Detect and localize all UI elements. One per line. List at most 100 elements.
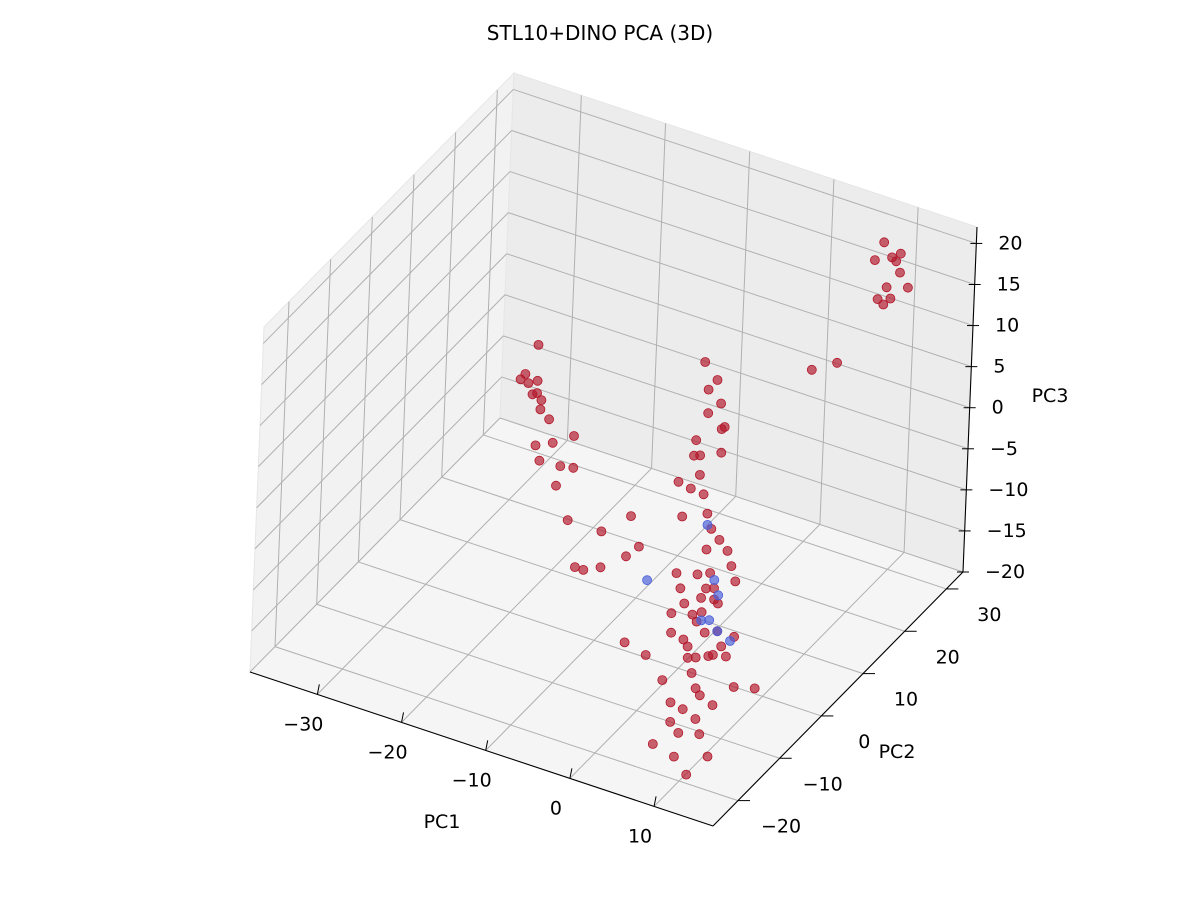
data-point-red: [696, 607, 707, 618]
grid-line-y: [274, 646, 739, 802]
chart-title: STL10+DINO PCA (3D): [486, 21, 714, 45]
x-tick-label: −20: [367, 741, 407, 763]
data-point-red: [547, 437, 558, 448]
grid-line-z: [508, 212, 972, 368]
data-point-red: [634, 541, 644, 552]
data-point-red: [870, 255, 880, 266]
data-point-red: [895, 248, 906, 259]
data-points: [515, 237, 913, 780]
data-point-red: [532, 388, 542, 399]
grid-line-z: [504, 294, 969, 450]
data-point-blue: [709, 575, 720, 585]
data-point-blue: [696, 615, 707, 626]
data-point-red: [695, 469, 705, 480]
data-point-red: [702, 751, 713, 762]
y-tick-label: 30: [977, 604, 1001, 626]
data-point-red: [535, 404, 546, 415]
y-tick-label: 0: [858, 731, 870, 753]
data-point-red: [568, 462, 579, 473]
z-tick-label: −5: [990, 438, 1018, 460]
grid-line-z: [252, 335, 504, 591]
data-point-red: [728, 682, 739, 692]
data-point-red: [749, 683, 760, 694]
z-tick-label: 20: [998, 232, 1022, 254]
data-point-red: [716, 447, 727, 458]
grid-line-y: [399, 519, 864, 675]
grid-lines: [249, 88, 977, 807]
data-point-red: [675, 583, 686, 594]
data-point-red: [666, 608, 677, 619]
data-point-red: [681, 769, 692, 780]
grid-line-z: [506, 253, 970, 409]
z-tick-label: 0: [992, 397, 1004, 419]
data-point-red: [677, 511, 688, 522]
z-axis-label: PC3: [1032, 385, 1069, 407]
data-point-red: [665, 717, 676, 727]
grid-line-y: [483, 434, 947, 590]
axis-panes: [249, 71, 978, 827]
grid-line-z: [249, 417, 501, 673]
data-point-red: [716, 424, 727, 435]
x-tick-mark: [485, 740, 489, 751]
data-point-red: [578, 565, 589, 575]
data-point-red: [523, 378, 534, 389]
data-point-red: [712, 375, 723, 385]
grid-line-z: [251, 376, 503, 632]
data-point-red: [621, 551, 631, 562]
data-point-blue: [712, 626, 723, 637]
z-tick-label: 10: [995, 315, 1019, 337]
data-point-red: [619, 637, 630, 648]
data-point-red: [695, 450, 705, 461]
x-tick-label: 10: [628, 825, 652, 847]
data-point-red: [716, 641, 727, 652]
data-point-red: [647, 739, 658, 749]
data-point-red: [879, 237, 890, 248]
x-axis-label: PC1: [424, 811, 461, 833]
data-point-red: [562, 515, 573, 526]
grid-line-z: [499, 417, 964, 573]
grid-line-z: [254, 294, 506, 550]
data-point-red: [669, 751, 679, 762]
data-point-red: [690, 714, 701, 724]
data-point-red: [694, 690, 705, 701]
data-point-red: [700, 357, 711, 367]
y-tick-label: −20: [761, 816, 801, 838]
data-point-red: [832, 357, 842, 368]
y-tick-label: 20: [936, 646, 960, 668]
data-point-red: [722, 546, 733, 556]
grid-line-x: [653, 552, 905, 807]
grid-line-z: [261, 130, 513, 385]
x-tick-label: −10: [452, 769, 492, 791]
grid-line-z: [262, 89, 514, 344]
y-axis-line: [712, 571, 964, 827]
data-point-red: [640, 650, 651, 660]
data-point-red: [595, 562, 606, 573]
x-axis-line: [249, 671, 714, 827]
data-point-red: [694, 729, 705, 740]
z-tick-label: −15: [987, 520, 1027, 542]
x-tick-label: −30: [283, 713, 323, 735]
x-tick-mark: [401, 712, 405, 723]
data-point-red: [665, 697, 676, 708]
data-point-red: [677, 704, 688, 715]
z-tick-label: −20: [985, 561, 1025, 583]
grid-line-z: [259, 171, 511, 426]
data-point-red: [903, 282, 913, 293]
data-point-red: [721, 651, 731, 662]
data-point-red: [885, 293, 896, 304]
z-tick-label: 15: [997, 274, 1021, 296]
data-point-red: [626, 511, 636, 521]
data-point-red: [701, 583, 711, 594]
data-point-red: [703, 384, 714, 395]
data-point-blue: [713, 590, 724, 601]
data-point-red: [692, 569, 703, 580]
data-point-red: [532, 375, 543, 386]
grid-line-x: [569, 524, 821, 779]
data-point-red: [515, 374, 526, 385]
data-point-red: [699, 627, 710, 638]
data-point-red: [696, 593, 706, 603]
data-point-red: [708, 650, 718, 660]
data-point-red: [530, 440, 541, 451]
grid-line-y: [441, 476, 905, 632]
data-point-red: [570, 562, 580, 572]
